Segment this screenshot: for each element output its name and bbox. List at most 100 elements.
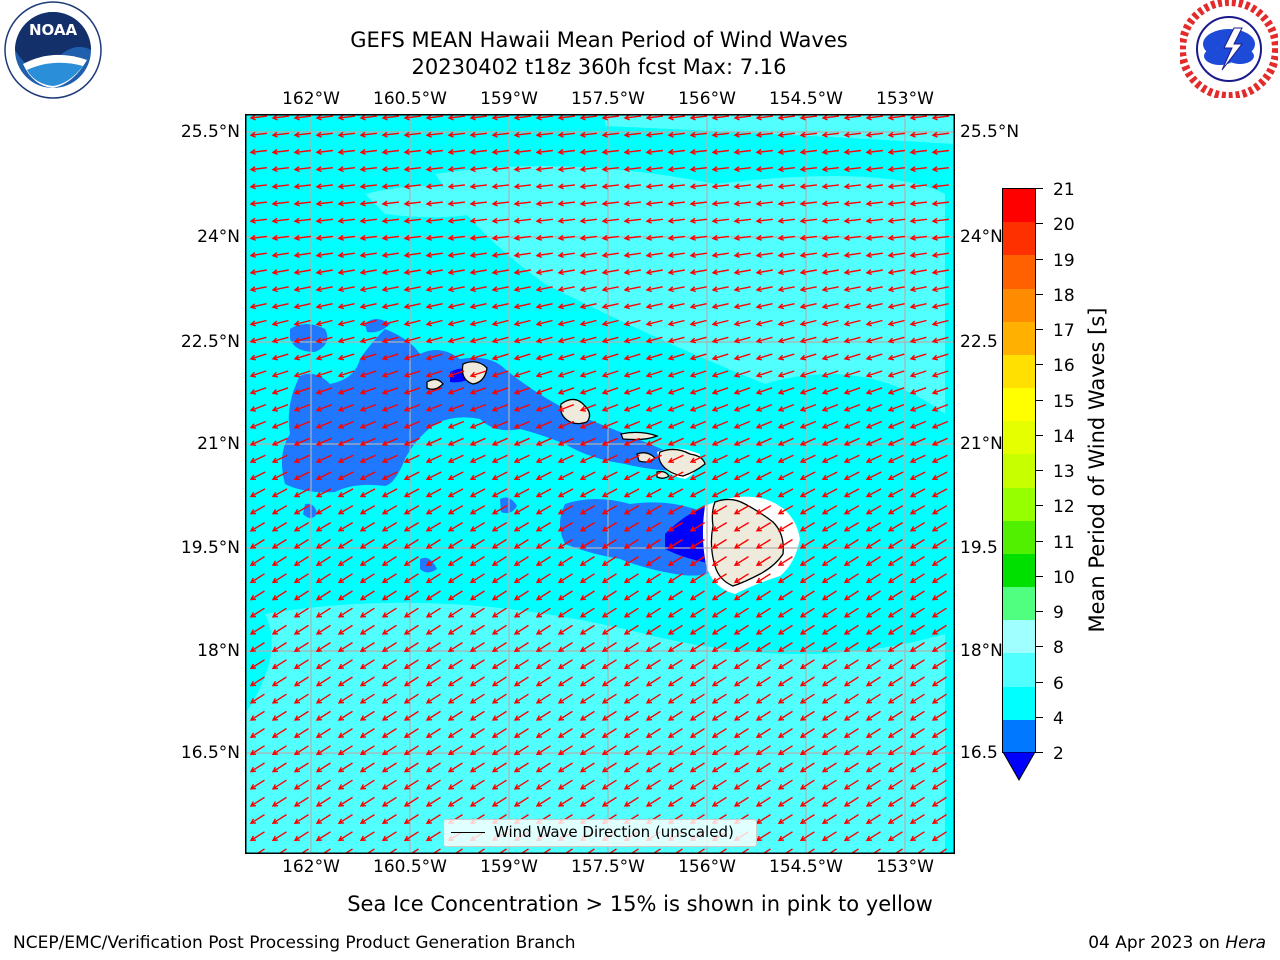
wind-wave-arrow — [337, 676, 353, 687]
wind-wave-arrow — [733, 303, 751, 310]
wind-wave-arrow — [425, 166, 443, 173]
wind-wave-arrow — [645, 590, 661, 601]
wind-wave-arrow — [337, 252, 355, 258]
wind-wave-arrow — [865, 710, 881, 721]
wind-wave-arrow — [271, 505, 288, 515]
wind-wave-arrow — [579, 471, 596, 481]
wind-wave-arrow — [447, 200, 465, 207]
wind-wave-arrow — [689, 370, 707, 378]
wind-wave-arrow — [381, 590, 397, 601]
wind-wave-arrow — [865, 319, 883, 327]
wind-wave-arrow — [711, 319, 729, 327]
wind-wave-arrow — [843, 200, 861, 207]
wind-wave-arrow — [645, 353, 663, 361]
wind-wave-arrow — [799, 642, 815, 652]
wind-wave-arrow — [469, 796, 485, 807]
wind-wave-arrow — [579, 336, 597, 344]
wind-wave-arrow — [777, 762, 793, 773]
wind-wave-arrow — [491, 454, 508, 463]
wind-wave-arrow — [579, 538, 595, 549]
wind-wave-arrow — [249, 779, 265, 790]
wind-wave-arrow — [249, 814, 265, 824]
wind-wave-arrow — [491, 303, 509, 310]
wind-wave-arrow — [249, 590, 265, 601]
wind-wave-arrow — [513, 217, 531, 224]
wind-wave-arrow — [491, 710, 507, 721]
wind-wave-arrow — [601, 590, 617, 601]
wind-wave-arrow — [359, 538, 375, 549]
wind-wave-arrow — [447, 573, 463, 584]
wind-wave-arrow — [271, 353, 289, 361]
wind-wave-arrow — [865, 488, 882, 498]
wind-wave-arrow — [293, 745, 309, 756]
wind-wave-arrow — [821, 745, 837, 756]
wind-wave-arrow — [821, 403, 839, 412]
wind-wave-arrow — [777, 454, 794, 463]
wind-wave-arrow — [711, 286, 729, 293]
wind-wave-arrow — [645, 659, 661, 670]
wind-wave-arrow — [821, 114, 839, 121]
wind-wave-arrow — [359, 437, 376, 446]
colorbar-tick-label: 19 — [1053, 250, 1075, 271]
wind-wave-arrow — [645, 131, 663, 138]
wind-wave-arrow — [271, 728, 287, 738]
wind-wave-arrow — [425, 183, 443, 190]
nws-logo — [1178, 0, 1280, 100]
wind-wave-arrow — [887, 148, 905, 155]
wind-wave-arrow — [447, 642, 463, 652]
wind-wave-arrow — [557, 556, 573, 566]
wind-wave-arrow — [337, 454, 354, 463]
wind-wave-arrow — [865, 831, 881, 842]
wind-wave-arrow — [689, 387, 707, 395]
wind-wave-arrow — [381, 319, 399, 327]
wind-wave-arrow — [623, 148, 641, 155]
wind-wave-arrow — [931, 762, 947, 773]
wind-wave-arrow — [293, 556, 309, 566]
wind-wave-arrow — [447, 796, 463, 807]
wind-wave-arrow — [381, 234, 399, 241]
wind-wave-arrow — [491, 693, 507, 704]
wind-wave-arrow — [425, 762, 441, 773]
lon-tick-top: 154.5°W — [769, 89, 843, 109]
wind-wave-arrow — [315, 590, 331, 601]
wind-wave-arrow — [777, 437, 794, 446]
wind-wave-arrow — [579, 454, 596, 463]
wind-wave-arrow — [315, 471, 332, 481]
wind-wave-arrow — [513, 676, 529, 687]
lon-tick-bottom: 162°W — [282, 857, 340, 877]
wind-wave-arrow — [403, 538, 419, 549]
wind-wave-arrow — [403, 505, 420, 515]
wind-wave-arrow — [579, 676, 595, 687]
wind-wave-arrow — [469, 676, 485, 687]
wind-wave-arrow — [315, 166, 333, 173]
wind-wave-arrow — [601, 796, 617, 807]
wind-wave-arrow — [381, 471, 398, 481]
wind-wave-arrow — [777, 659, 793, 670]
wind-wave-arrow — [777, 521, 794, 532]
wind-wave-arrow — [777, 607, 793, 618]
wind-wave-arrow — [403, 831, 419, 842]
wind-wave-arrow — [491, 183, 509, 190]
wind-wave-arrow — [733, 370, 751, 378]
wind-wave-arrow — [293, 200, 311, 207]
wind-wave-arrow — [293, 796, 309, 807]
wind-wave-arrow — [359, 303, 377, 310]
wind-wave-arrow — [887, 814, 903, 824]
wind-wave-arrow — [557, 148, 575, 155]
wind-wave-arrow — [909, 319, 927, 327]
wind-wave-arrow — [711, 303, 729, 310]
wind-wave-arrow — [425, 676, 441, 687]
wind-wave-arrow — [689, 762, 705, 773]
wind-wave-arrow — [315, 762, 331, 773]
wind-wave-arrow — [931, 286, 949, 293]
wind-wave-arrow — [733, 488, 750, 498]
wind-wave-arrow — [601, 114, 619, 121]
wind-wave-arrow — [513, 403, 531, 412]
wind-wave-arrow — [601, 420, 619, 429]
wind-wave-arrow — [733, 745, 749, 756]
wind-wave-arrow — [865, 336, 883, 344]
colorbar-tick — [1036, 434, 1043, 436]
wind-wave-arrow — [843, 607, 859, 618]
wind-wave-arrow — [403, 590, 419, 601]
wind-wave-arrow — [337, 745, 353, 756]
